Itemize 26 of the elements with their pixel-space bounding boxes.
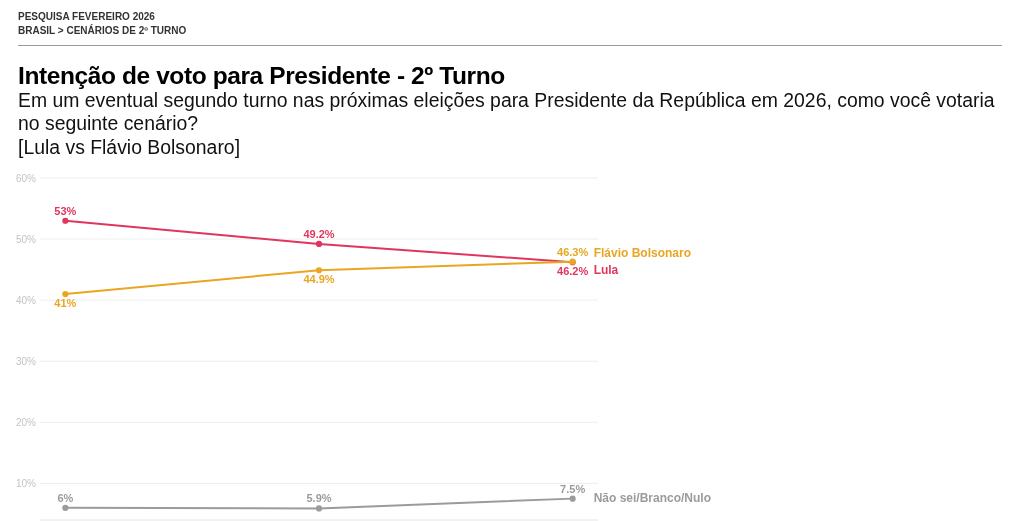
series-label: Não sei/Branco/Nulo [593,490,711,505]
chart-subtitle: Em um eventual segundo turno nas próximas eleições para Presidente da República em 2026, como você votaria no seguinte cenário? [18,89,995,134]
chart-title: Intenção de voto para Presidente - 2º Turno [18,62,506,89]
data-label: 41% [54,296,77,309]
point [62,504,69,511]
data-label: 46.3% [557,245,589,258]
point [62,217,69,224]
data-label: 53% [54,204,77,217]
y-tick-label: 40% [15,294,37,306]
point [315,267,323,274]
point [315,505,323,512]
data-label: 6% [57,491,74,504]
data-label: 5.9% [306,492,332,505]
data-label: 49.2% [303,227,335,240]
data-label: 46.2% [557,265,589,278]
series-label: Flávio Bolsonaro [593,245,691,260]
point [62,290,69,298]
series-label: Lula [593,262,619,277]
point [315,240,323,248]
text: BRASIL > CENÁRIOS DE 2º TURNO [18,24,187,36]
text: [Lula vs Flávio Bolsonaro] [18,136,241,158]
y-tick-label: 30% [15,355,37,367]
point [569,495,576,502]
text: PESQUISA FEVEREIRO 2026 [18,11,156,22]
data-label: 44.9% [303,273,335,286]
data-label: 7.5% [560,482,586,495]
